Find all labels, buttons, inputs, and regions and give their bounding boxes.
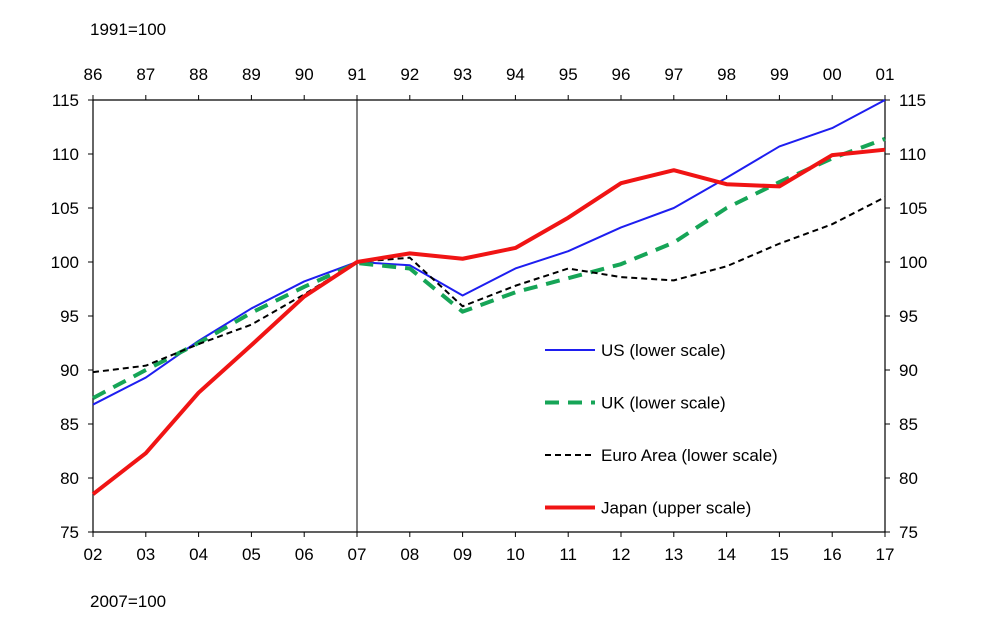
left-y-tick-label: 115 — [52, 91, 79, 110]
right-y-tick-label: 100 — [899, 253, 927, 272]
bottom-x-tick-label: 15 — [770, 545, 789, 564]
bottom-x-tick-label: 10 — [506, 545, 525, 564]
lower-scale-base-note: 2007=100 — [90, 592, 167, 611]
bottom-x-tick-label: 03 — [136, 545, 155, 564]
bottom-x-tick-label: 13 — [664, 545, 683, 564]
legend-label-1: US (lower scale) — [601, 341, 726, 360]
series-line-3 — [92, 196, 886, 374]
top-x-tick-label: 98 — [717, 65, 736, 84]
bottom-x-tick-label: 14 — [717, 545, 736, 564]
upper-scale-base-note: 1991=100 — [90, 20, 167, 39]
top-x-tick-label: 91 — [348, 65, 367, 84]
bottom-x-tick-label: 12 — [612, 545, 631, 564]
top-x-tick-label: 97 — [664, 65, 683, 84]
legend-label-4: Japan (upper scale) — [601, 499, 751, 518]
right-y-tick-label: 90 — [899, 361, 918, 380]
top-x-tick-label: 99 — [770, 65, 789, 84]
bottom-x-tick-label: 04 — [189, 545, 208, 564]
bottom-x-tick-label: 08 — [400, 545, 419, 564]
left-y-tick-label: 95 — [60, 307, 79, 326]
top-x-tick-label: 00 — [823, 65, 842, 84]
top-x-tick-label: 96 — [612, 65, 631, 84]
bottom-x-tick-label: 11 — [559, 545, 577, 564]
right-y-tick-label: 85 — [899, 415, 918, 434]
right-y-tick-label: 75 — [899, 523, 918, 542]
top-x-tick-label: 95 — [559, 65, 578, 84]
left-y-tick-label: 80 — [60, 469, 79, 488]
bottom-x-tick-label: 17 — [876, 545, 895, 564]
top-x-tick-label: 86 — [84, 65, 103, 84]
top-x-tick-label: 01 — [876, 65, 895, 84]
series-line-1 — [92, 99, 886, 406]
series-line-2 — [92, 137, 886, 400]
right-y-tick-label: 110 — [899, 145, 926, 164]
bottom-x-tick-label: 09 — [453, 545, 472, 564]
left-y-tick-label: 100 — [51, 253, 79, 272]
bottom-x-tick-label: 16 — [823, 545, 842, 564]
bottom-x-tick-label: 06 — [295, 545, 314, 564]
top-x-tick-label: 93 — [453, 65, 472, 84]
left-y-tick-label: 90 — [60, 361, 79, 380]
right-y-tick-label: 105 — [899, 199, 927, 218]
legend-label-2: UK (lower scale) — [601, 394, 726, 413]
left-y-tick-label: 85 — [60, 415, 79, 434]
top-x-tick-label: 94 — [506, 65, 525, 84]
bottom-x-tick-label: 05 — [242, 545, 261, 564]
top-x-tick-label: 89 — [242, 65, 261, 84]
right-y-tick-label: 80 — [899, 469, 918, 488]
series-line-4 — [91, 147, 886, 496]
right-y-tick-label: 95 — [899, 307, 918, 326]
left-y-tick-label: 110 — [52, 145, 79, 164]
left-y-tick-label: 105 — [51, 199, 79, 218]
top-x-tick-label: 90 — [295, 65, 314, 84]
bottom-x-tick-label: 07 — [348, 545, 367, 564]
top-x-tick-label: 92 — [400, 65, 419, 84]
top-x-tick-label: 87 — [136, 65, 155, 84]
bottom-x-tick-label: 02 — [84, 545, 103, 564]
right-y-tick-label: 115 — [899, 91, 926, 110]
legend-label-3: Euro Area (lower scale) — [601, 446, 778, 465]
top-x-tick-label: 88 — [189, 65, 208, 84]
left-y-tick-label: 75 — [60, 523, 79, 542]
